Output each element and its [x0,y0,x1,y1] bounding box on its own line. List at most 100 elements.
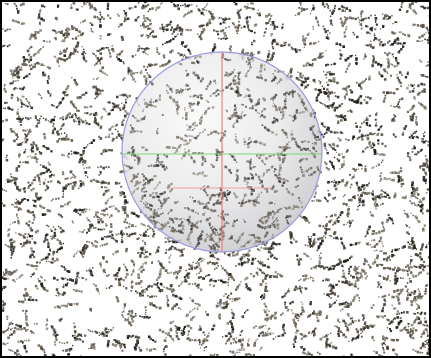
point-speck [119,94,121,96]
point-speck [30,46,33,49]
point-speck [321,3,325,6]
point-speck [342,355,345,356]
point-speck [413,84,415,86]
point-speck [379,42,381,45]
point-speck [121,94,124,97]
point-speck [118,278,121,281]
point-speck [64,277,67,279]
point-speck [334,95,337,97]
point-speck [413,131,417,134]
point-speck [240,27,243,29]
point-speck [356,277,359,279]
point-speck [17,11,20,14]
point-speck [267,247,271,251]
point-speck [302,310,305,313]
point-speck [319,101,321,103]
point-speck [66,48,68,50]
point-speck [196,260,199,263]
point-speck [329,104,331,107]
selection-sphere[interactable] [121,51,323,255]
point-speck [235,27,237,29]
point-speck [335,219,338,222]
point-speck [165,286,169,290]
point-speck [131,76,134,78]
point-speck [85,3,87,5]
point-speck [32,199,34,201]
point-speck [180,332,183,335]
point-speck [416,303,418,305]
point-speck [245,285,248,288]
point-speck [304,277,307,280]
point-speck [302,64,305,67]
point-speck [52,118,55,122]
point-speck [274,24,276,27]
point-speck [359,95,363,98]
point-speck [103,236,106,238]
point-speck [133,233,135,235]
point-speck [25,292,28,295]
point-speck [60,265,63,268]
point-speck [16,20,20,24]
point-speck [325,346,328,349]
point-speck [2,139,3,142]
point-speck [122,279,125,282]
point-speck [48,148,50,150]
point-speck [8,44,11,47]
point-speck [214,279,217,283]
point-speck [292,318,296,322]
point-speck [382,17,386,20]
point-speck [294,322,297,325]
point-speck [167,331,170,335]
point-speck [41,73,45,77]
point-speck [14,73,17,76]
point-speck [394,278,398,282]
point-speck [205,9,208,12]
point-speck [331,265,334,267]
point-speck [58,138,61,141]
point-speck [135,343,138,347]
point-speck [419,40,421,42]
point-speck [88,123,91,126]
point-speck [169,335,172,338]
point-speck [177,33,179,35]
point-speck [341,280,344,284]
point-speck [229,320,232,323]
point-speck [35,157,39,161]
point-speck [393,39,397,42]
point-cloud-viewport[interactable] [2,2,429,356]
point-speck [179,297,183,300]
point-speck [312,7,315,11]
point-speck [24,287,27,291]
point-speck [383,303,386,306]
point-speck [56,60,59,63]
point-speck [43,171,46,175]
point-speck [406,71,409,74]
point-speck [389,44,392,46]
point-speck [130,75,133,77]
point-speck [220,38,223,40]
point-speck [14,87,17,90]
point-speck [260,261,264,264]
point-speck [326,199,329,203]
point-speck [62,193,65,195]
point-speck [19,275,22,278]
point-speck [326,83,330,87]
point-speck [126,112,129,116]
point-speck [235,135,237,138]
point-speck [99,25,102,28]
point-speck [247,253,250,256]
point-speck [386,278,388,281]
point-speck [118,283,122,287]
point-speck [235,265,237,267]
point-speck [127,318,129,320]
point-speck [72,119,76,122]
point-speck [115,56,118,59]
point-speck [165,28,169,32]
point-speck [324,161,327,164]
point-speck [322,2,324,4]
point-speck [59,242,62,245]
point-speck [206,261,210,265]
point-speck [105,334,108,337]
point-speck [61,216,63,218]
point-speck [23,60,26,63]
